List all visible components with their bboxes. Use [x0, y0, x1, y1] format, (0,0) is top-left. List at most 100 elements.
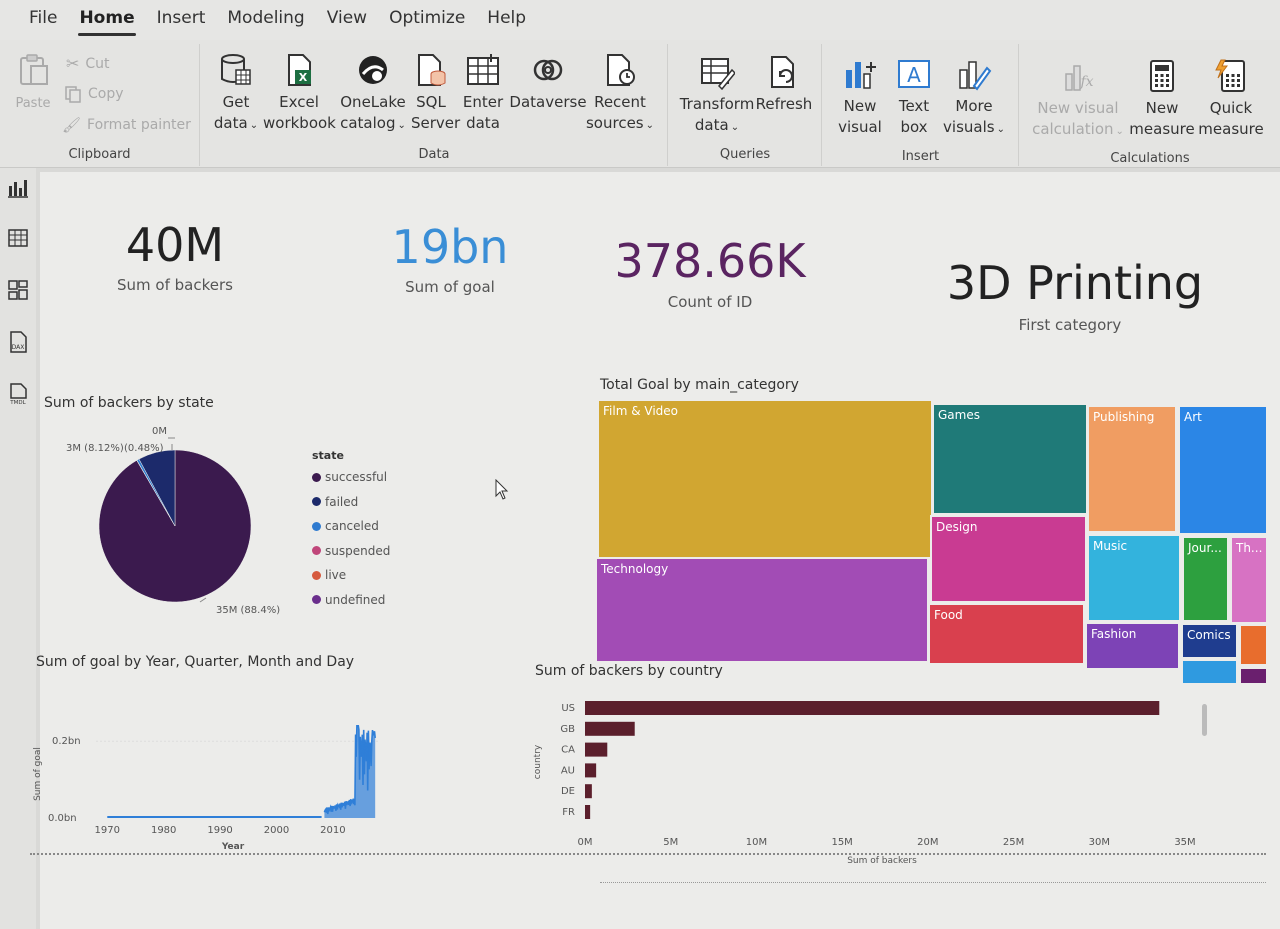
paste-icon	[20, 54, 48, 85]
sql-server-button[interactable]: SQL Server	[411, 52, 461, 134]
text-box-button[interactable]: A Text box	[891, 56, 937, 138]
paste-label: Paste	[15, 96, 51, 111]
new-measure-button[interactable]: New measure	[1128, 58, 1196, 140]
bar-FR[interactable]	[585, 805, 591, 819]
bar-CA[interactable]	[585, 742, 608, 757]
svg-text:X: X	[299, 71, 308, 84]
paste-button[interactable]: Paste	[10, 52, 56, 114]
cut-button[interactable]: ✂ Cut	[66, 54, 110, 73]
treemap-tile-games[interactable]: Games	[932, 403, 1088, 515]
page-divider	[30, 853, 1266, 855]
pie-chart[interactable]: 0M 3M (8.12%) (0.48%) 35M (88.4%)	[60, 420, 300, 620]
dax-query-icon[interactable]: DAX	[6, 330, 30, 354]
legend-dot	[312, 595, 321, 604]
tmdl-view-icon[interactable]: TMDL	[6, 382, 30, 406]
chevron-down-icon: ⌄	[1115, 126, 1124, 137]
database-icon	[221, 54, 251, 85]
legend-item-successful[interactable]: successful	[312, 470, 387, 484]
bar-DE[interactable]	[585, 784, 592, 799]
kpi-label: Sum of goal	[405, 278, 495, 296]
bar-US[interactable]	[585, 701, 1160, 715]
menu-file[interactable]: File	[29, 8, 58, 28]
pie-label-top: 0M	[152, 426, 167, 437]
treemap-tile-food[interactable]: Food	[928, 603, 1085, 665]
treemap-label: Art	[1184, 410, 1202, 424]
treemap-tile-music[interactable]: Music	[1087, 534, 1181, 622]
menu-insert[interactable]: Insert	[156, 8, 206, 28]
treemap-chart[interactable]: Film & Video Technology Games Design Food Pub…	[594, 398, 1270, 688]
recent-sources-icon	[607, 54, 635, 86]
y-tick-label: 0.2bn	[52, 736, 81, 747]
get-data-label-2: data	[213, 114, 248, 132]
pie-label-left: 3M (8.12%)	[66, 443, 124, 454]
treemap-tile-small-12[interactable]	[1239, 624, 1268, 666]
legend-label: undefined	[325, 592, 386, 607]
table-view-icon[interactable]	[6, 226, 30, 250]
legend-item-failed[interactable]: failed	[312, 495, 358, 509]
report-view-icon[interactable]	[6, 176, 30, 200]
x-tick-label: 1990	[207, 825, 232, 836]
more-visuals-button[interactable]: More visuals ⌄	[941, 56, 1007, 140]
x-tick-label: 30M	[1089, 837, 1110, 848]
get-data-button[interactable]: Get data ⌄	[209, 52, 263, 136]
quick-measure-label-1: Quick	[1209, 99, 1253, 117]
dataverse-button[interactable]: Dataverse	[509, 52, 587, 113]
onelake-catalog-button[interactable]: OneLake catalog ⌄	[335, 52, 411, 136]
refresh-button[interactable]: Refresh	[755, 54, 813, 115]
line-chart[interactable]: 0.2bn 0.0bn Sum of goal 1970 1980 1990 2000 201…	[28, 690, 408, 860]
treemap-label: Technology	[600, 562, 668, 576]
menu-home[interactable]: Home	[68, 0, 145, 40]
kpi-label: Count of ID	[667, 293, 753, 311]
treemap-tile-small-13[interactable]	[1181, 659, 1238, 685]
bar-AU[interactable]	[585, 763, 597, 778]
legend-item-live[interactable]: live	[312, 568, 346, 582]
new-measure-label-2: measure	[1129, 120, 1195, 138]
clipboard-group-label: Clipboard	[68, 147, 131, 162]
legend-dot	[312, 472, 321, 482]
new-visual-calculation-button[interactable]: fx New visual calculation ⌄	[1030, 58, 1126, 142]
treemap-tile-technology[interactable]: Technology	[595, 557, 929, 663]
legend-item-undefined[interactable]: undefined	[312, 593, 385, 607]
menu-view[interactable]: View	[326, 8, 368, 28]
legend-item-suspended[interactable]: suspended	[312, 544, 390, 558]
y-axis-title: Sum of goal	[33, 747, 43, 801]
pie-slice-failed[interactable]	[138, 449, 176, 527]
copy-button[interactable]: Copy	[64, 85, 124, 103]
treemap-label: Publishing	[1093, 410, 1154, 424]
recent-sources-button[interactable]: Recent sources ⌄	[583, 52, 657, 136]
enter-data-button[interactable]: Enter data	[461, 52, 505, 134]
svg-text:fx: fx	[1079, 74, 1093, 90]
sql-label-2: Server	[411, 114, 461, 132]
bar-chart-scrollbar[interactable]	[1202, 704, 1207, 736]
menu-optimize[interactable]: Optimize	[389, 8, 466, 28]
bar-chart[interactable]: US GB CA AU DE FR 0M 5M 10M 15M 20M 25M 30M 35M Sum of…	[530, 690, 1230, 870]
treemap-tile-fashion[interactable]: Fashion	[1085, 622, 1180, 670]
treemap-tile-film-video[interactable]: Film & Video	[597, 399, 933, 559]
more-visuals-label-2-row: visuals ⌄	[941, 117, 1007, 140]
get-data-label-2-row: data ⌄	[209, 113, 263, 136]
treemap-tile-art[interactable]: Art	[1178, 405, 1268, 535]
treemap-tile-comics[interactable]: Comics	[1181, 623, 1238, 659]
x-tick-label: 1980	[151, 825, 176, 836]
x-tick-label: 25M	[1003, 837, 1024, 848]
format-painter-button[interactable]: 🖌 Format painter	[62, 116, 191, 134]
menu-modeling[interactable]: Modeling	[227, 8, 305, 28]
page-divider-secondary	[600, 882, 1266, 883]
queries-group: Transform data ⌄ Refresh Queries	[669, 44, 822, 166]
model-view-icon[interactable]	[6, 278, 30, 302]
transform-data-button[interactable]: Transform data ⌄	[679, 54, 755, 138]
treemap-rect	[928, 603, 1085, 665]
sql-server-icon	[418, 54, 446, 86]
treemap-tile-small-14[interactable]	[1239, 667, 1268, 685]
bar-GB[interactable]	[585, 721, 635, 736]
menu-help[interactable]: Help	[487, 8, 527, 28]
treemap-tile-th-[interactable]: Th...	[1230, 536, 1268, 624]
legend-item-canceled[interactable]: canceled	[312, 519, 379, 533]
quick-measure-button[interactable]: Quick measure	[1196, 58, 1266, 140]
treemap-tile-jour-[interactable]: Jour...	[1182, 536, 1229, 622]
new-visual-button[interactable]: New visual	[837, 56, 883, 138]
treemap-tile-publishing[interactable]: Publishing	[1087, 405, 1177, 533]
excel-workbook-button[interactable]: X Excel workbook	[263, 52, 336, 134]
treemap-label: Design	[936, 520, 977, 534]
treemap-tile-design[interactable]: Design	[930, 515, 1087, 603]
